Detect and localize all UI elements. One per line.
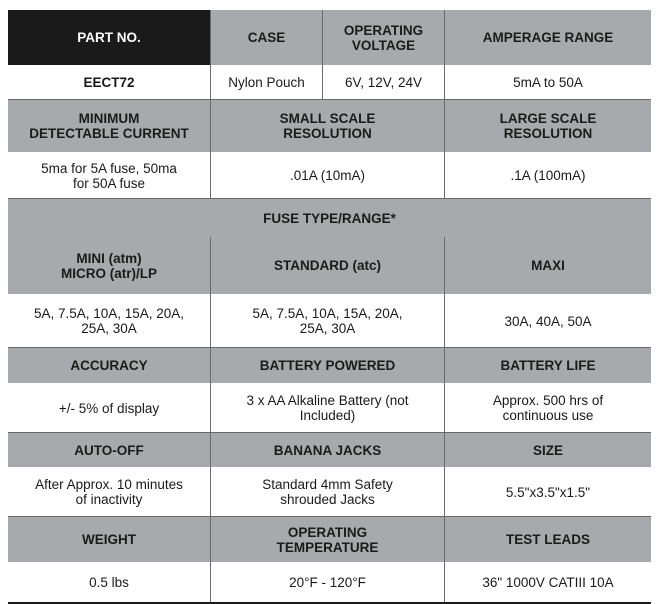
header-cell: PART NO. <box>8 10 211 65</box>
header-cell: BATTERY LIFE <box>445 348 651 383</box>
header-cell: OPERATING TEMPERATURE <box>211 517 445 562</box>
value-cell: 30A, 40A, 50A <box>445 294 651 348</box>
header-cell: FUSE TYPE/RANGE* <box>8 199 651 237</box>
value-cell: Nylon Pouch <box>211 65 323 100</box>
header-cell: AUTO-OFF <box>8 433 211 467</box>
header-cell: SIZE <box>445 433 651 467</box>
header-cell: STANDARD (atc) <box>211 237 445 294</box>
header-cell: WEIGHT <box>8 517 211 562</box>
row-divider <box>8 432 651 433</box>
header-cell: TEST LEADS <box>445 517 651 562</box>
header-cell: AMPERAGE RANGE <box>445 10 651 65</box>
value-cell: 5A, 7.5A, 10A, 15A, 20A, 25A, 30A <box>211 294 445 348</box>
value-cell: 5A, 7.5A, 10A, 15A, 20A, 25A, 30A <box>8 294 211 348</box>
header-cell: OPERATING VOLTAGE <box>323 10 445 65</box>
header-cell: BATTERY POWERED <box>211 348 445 383</box>
value-cell: After Approx. 10 minutes of inactivity <box>8 467 211 517</box>
value-cell: 0.5 lbs <box>8 562 211 603</box>
header-cell: CASE <box>211 10 323 65</box>
header-cell: ACCURACY <box>8 348 211 383</box>
value-cell: 5ma for 5A fuse, 50ma for 50A fuse <box>8 152 211 199</box>
header-cell: MINIMUM DETECTABLE CURRENT <box>8 100 211 152</box>
value-cell: 36" 1000V CATIII 10A <box>445 562 651 603</box>
spec-table: PART NO. CASE OPERATING VOLTAGE AMPERAGE RA… <box>8 10 651 604</box>
header-cell: SMALL SCALE RESOLUTION <box>211 100 445 152</box>
row-divider <box>8 516 651 517</box>
header-cell: LARGE SCALE RESOLUTION <box>445 100 651 152</box>
header-cell: MINI (atm) MICRO (atr)/LP <box>8 237 211 294</box>
value-cell: 5mA to 50A <box>445 65 651 100</box>
row-divider <box>8 99 651 100</box>
row-divider <box>8 198 651 199</box>
value-cell: EECT72 <box>8 65 211 100</box>
value-cell: .1A (100mA) <box>445 152 651 199</box>
value-cell: Standard 4mm Safety shrouded Jacks <box>211 467 445 517</box>
row-divider <box>8 347 651 348</box>
header-cell: MAXI <box>445 237 651 294</box>
value-cell: +/- 5% of display <box>8 383 211 433</box>
value-cell: 3 x AA Alkaline Battery (not Included) <box>211 383 445 433</box>
value-cell: 6V, 12V, 24V <box>323 65 445 100</box>
value-cell: 5.5"x3.5"x1.5" <box>445 467 651 517</box>
header-cell: BANANA JACKS <box>211 433 445 467</box>
value-cell: .01A (10mA) <box>211 152 445 199</box>
value-cell: 20°F - 120°F <box>211 562 445 603</box>
value-cell: Approx. 500 hrs of continuous use <box>445 383 651 433</box>
